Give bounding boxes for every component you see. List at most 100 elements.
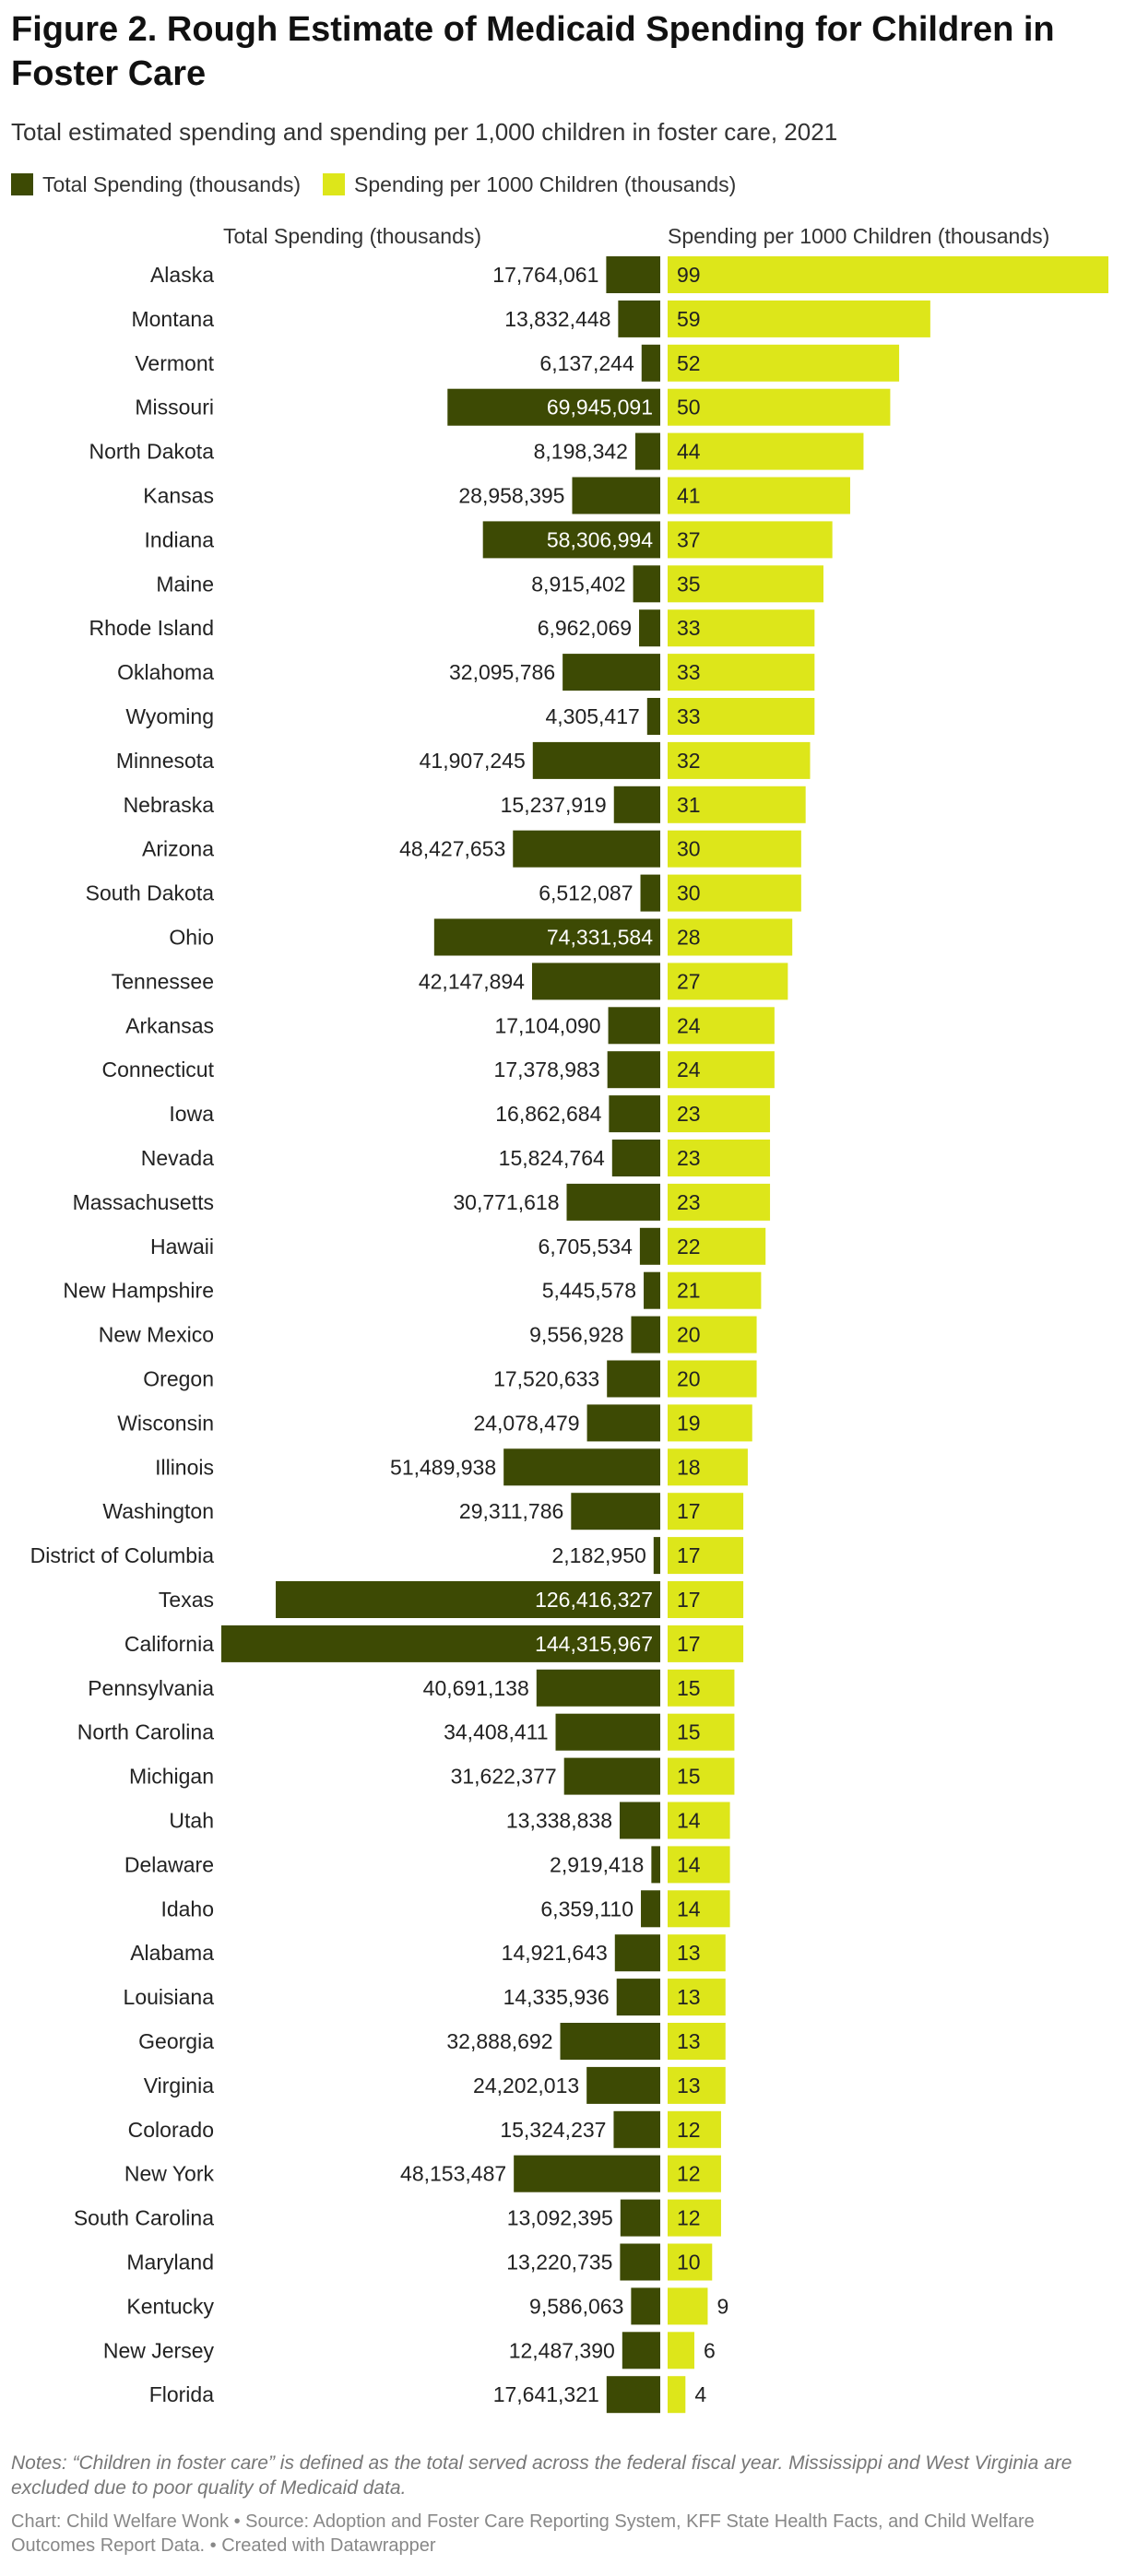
per1000-spending-bar	[668, 2023, 726, 2060]
total-spending-bar	[536, 1669, 660, 1707]
legend-label-per1000: Spending per 1000 Children (thousands)	[354, 171, 737, 196]
state-label: Illinois	[155, 1455, 214, 1479]
total-spending-bar	[609, 1095, 660, 1133]
per1000-spending-label: 41	[677, 484, 701, 508]
total-spending-bar	[514, 2155, 660, 2192]
total-spending-label: 6,359,110	[540, 1897, 634, 1920]
legend: Total Spending (thousands) Spending per …	[11, 171, 758, 198]
state-label: Massachusetts	[73, 1190, 214, 1214]
state-label: Rhode Island	[89, 616, 214, 640]
state-label: Utah	[169, 1809, 214, 1833]
state-label: Pennsylvania	[88, 1676, 214, 1700]
per1000-spending-bar	[668, 609, 815, 647]
chart-subtitle: Total estimated spending and spending pe…	[11, 118, 838, 146]
per1000-spending-bar	[668, 2243, 713, 2281]
legend-swatch-per1000	[323, 173, 346, 195]
per1000-spending-bar	[668, 741, 811, 779]
total-spending-bar	[620, 2199, 660, 2237]
per1000-spending-bar	[668, 1493, 744, 1530]
state-label: Minnesota	[116, 749, 214, 773]
total-spending-bar	[555, 1713, 660, 1751]
per1000-spending-label: 37	[677, 527, 701, 551]
state-label: Wisconsin	[117, 1411, 214, 1435]
total-spending-label: 28,958,395	[458, 484, 564, 508]
per1000-spending-bar	[668, 1537, 744, 1575]
per1000-spending-bar	[668, 1271, 762, 1309]
total-spending-bar	[641, 1890, 660, 1928]
per1000-spending-label: 23	[677, 1102, 701, 1126]
chart-credits: Chart: Child Welfare Wonk • Source: Adop…	[11, 2511, 1035, 2556]
total-spending-bar	[606, 2376, 660, 2414]
total-spending-label: 4,305,417	[545, 704, 639, 728]
per1000-spending-bar	[668, 432, 864, 470]
state-label: Missouri	[135, 396, 214, 419]
total-spending-bar	[606, 256, 660, 293]
per1000-spending-label: 33	[677, 616, 701, 640]
total-spending-label: 48,153,487	[400, 2162, 506, 2186]
total-spending-label: 48,427,653	[399, 837, 505, 861]
per1000-spending-label: 13	[677, 1941, 701, 1965]
per1000-spending-label: 44	[677, 440, 701, 464]
per1000-spending-label: 15	[677, 1676, 701, 1700]
per1000-spending-label: 15	[677, 1765, 701, 1789]
total-spending-label: 13,338,838	[506, 1809, 612, 1833]
per1000-spending-label: 99	[677, 263, 701, 287]
total-spending-label: 24,078,479	[473, 1411, 579, 1435]
total-spending-label: 17,520,633	[493, 1367, 599, 1391]
per1000-spending-bar	[668, 1757, 735, 1795]
total-spending-label: 29,311,786	[459, 1499, 563, 1523]
total-spending-bar	[640, 874, 660, 912]
per1000-spending-bar	[668, 918, 793, 956]
per1000-spending-bar	[668, 2332, 694, 2369]
state-label: Michigan	[129, 1765, 214, 1789]
total-spending-label: 12,487,390	[509, 2338, 615, 2362]
per1000-spending-label: 23	[677, 1190, 701, 1214]
total-spending-label: 15,237,919	[501, 793, 607, 817]
total-spending-bar	[482, 521, 660, 559]
per1000-spending-label: 35	[677, 572, 701, 596]
total-spending-label: 2,182,950	[551, 1543, 645, 1567]
per1000-spending-bar	[668, 1007, 775, 1045]
total-spending-label: 31,622,377	[451, 1765, 557, 1789]
total-spending-label: 17,378,983	[494, 1058, 600, 1081]
per1000-spending-label: 9	[716, 2294, 728, 2318]
total-spending-bar	[607, 1051, 660, 1089]
per1000-spending-bar	[668, 1316, 757, 1353]
total-spending-label: 6,962,069	[538, 616, 632, 640]
legend-swatch-total	[11, 173, 33, 195]
per1000-spending-label: 23	[677, 1146, 701, 1170]
state-label: Texas	[159, 1588, 214, 1612]
bar-chart: Total Spending (thousands) Spending per 1…	[30, 224, 1108, 2414]
total-spending-bar	[622, 2332, 660, 2369]
per1000-spending-bar	[668, 256, 1108, 293]
total-spending-label: 14,921,643	[502, 1941, 608, 1965]
per1000-spending-label: 59	[677, 307, 701, 331]
total-spending-bar	[560, 2023, 660, 2060]
state-label: Connecticut	[102, 1058, 215, 1081]
total-spending-label: 13,832,448	[504, 307, 610, 331]
per1000-spending-bar	[668, 1051, 775, 1089]
state-label: New York	[124, 2162, 215, 2186]
total-spending-bar	[532, 741, 660, 779]
total-spending-label: 24,202,013	[473, 2074, 579, 2097]
total-spending-label: 16,862,684	[495, 1102, 601, 1126]
state-label: Maryland	[126, 2251, 214, 2275]
per1000-spending-label: 17	[677, 1499, 701, 1523]
state-label: Virginia	[144, 2074, 214, 2097]
total-spending-bar	[616, 1979, 660, 2016]
total-spending-label: 17,641,321	[493, 2382, 599, 2406]
total-spending-label: 6,137,244	[539, 351, 634, 375]
per1000-spending-label: 20	[677, 1367, 701, 1391]
per1000-spending-label: 50	[677, 396, 701, 419]
state-label: Arkansas	[125, 1013, 214, 1037]
state-label: New Hampshire	[63, 1279, 214, 1303]
per1000-spending-label: 21	[677, 1279, 701, 1303]
state-label: North Dakota	[89, 440, 214, 464]
per1000-spending-bar	[668, 1625, 744, 1662]
state-label: Nevada	[141, 1146, 214, 1170]
per1000-spending-bar	[668, 2376, 686, 2414]
total-spending-label: 17,104,090	[494, 1013, 600, 1037]
per1000-spending-label: 12	[677, 2206, 701, 2230]
total-spending-bar	[531, 963, 660, 1000]
per1000-spending-bar	[668, 830, 801, 868]
